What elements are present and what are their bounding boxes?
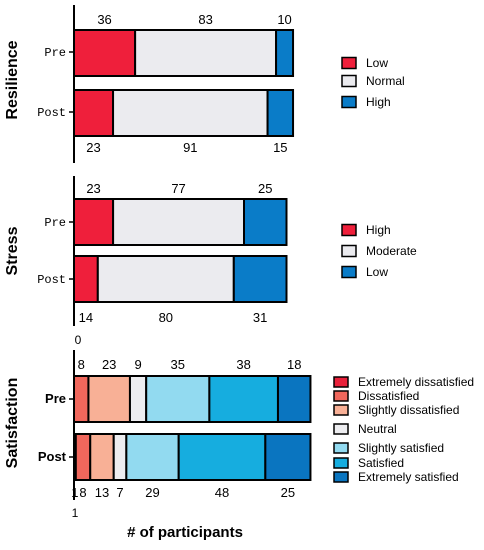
stress-post-value-low: 31 — [253, 310, 267, 325]
satisfaction-post-bar-dissatisfied — [74, 433, 92, 481]
satisfaction-pre-value-slightly-dissatisfied: 23 — [102, 357, 116, 372]
satisfaction-legend-swatch-dissatisfied — [333, 390, 349, 402]
resilience-post-bar-high — [266, 89, 295, 137]
satisfaction-legend-label-neutral: Neutral — [358, 422, 397, 436]
stress-pre-bar-low — [243, 198, 288, 246]
satisfaction-legend-label-slightly-dissatisfied: Slightly dissatisfied — [358, 403, 459, 417]
stress-axis-tick-label: 0 — [75, 333, 82, 347]
stress-legend-swatch-low — [341, 265, 357, 279]
stress-pre-bar-high — [73, 198, 115, 246]
satisfaction-post-bar-extremely-satisfied — [264, 433, 312, 481]
satisfaction-panel-title: Satisfaction — [4, 378, 21, 469]
stress-pre-bar-moderate — [112, 198, 245, 246]
stress-post-value-moderate: 80 — [159, 310, 173, 325]
resilience-pre-value-high: 10 — [277, 12, 291, 27]
resilience-pre-bar-low — [73, 29, 137, 77]
resilience-legend-swatch-low — [341, 56, 357, 70]
stress-panel-title: Stress — [4, 226, 21, 275]
stress-pre-value-low: 25 — [258, 181, 272, 196]
resilience-pre-value-normal: 83 — [198, 12, 212, 27]
resilience-legend-label-normal: Normal — [366, 74, 405, 88]
satisfaction-pre-value-dissatisfied: 8 — [78, 357, 85, 372]
satisfaction-pre-bar-slightly-satisfied — [145, 375, 211, 423]
satisfaction-post-value-extremely-satisfied: 25 — [281, 485, 295, 500]
satisfaction-post-value-extremely-dissatisfied: 1 — [71, 485, 78, 500]
resilience-pre-bar-high — [275, 29, 295, 77]
stress-pre-value-moderate: 77 — [171, 181, 185, 196]
stress-legend-swatch-high — [341, 223, 357, 237]
resilience-legend-label-high: High — [366, 95, 391, 109]
satisfaction-post-bar-satisfied — [177, 433, 267, 481]
resilience-legend-label-low: Low — [366, 56, 388, 70]
satisfaction-pre-value-slightly-satisfied: 35 — [171, 357, 185, 372]
satisfaction-legend-label-dissatisfied: Dissatisfied — [358, 389, 419, 403]
satisfaction-pre-bar-neutral — [128, 375, 148, 423]
satisfaction-post-value-satisfied: 48 — [215, 485, 229, 500]
stress-post-bar-high — [73, 255, 99, 303]
satisfaction-post-bar-slightly-satisfied — [125, 433, 180, 481]
satisfaction-legend-swatch-slightly-satisfied — [333, 442, 349, 454]
satisfaction-pre-bar-slightly-dissatisfied — [87, 375, 131, 423]
x-axis-label: # of participants — [127, 524, 243, 541]
satisfaction-post-value-slightly-satisfied: 29 — [145, 485, 159, 500]
satisfaction-post-value-slightly-dissatisfied: 13 — [95, 485, 109, 500]
satisfaction-legend-label-extremely-dissatisfied: Extremely dissatisfied — [358, 375, 474, 389]
stress-pre-value-high: 23 — [86, 181, 100, 196]
resilience-post-value-high: 15 — [273, 140, 287, 155]
resilience-category-pre: Pre — [44, 46, 66, 60]
satisfaction-post-bar-slightly-dissatisfied — [89, 433, 115, 481]
stress-post-bar-moderate — [96, 255, 235, 303]
resilience-post-bar-low — [73, 89, 115, 137]
stress-legend-label-low: Low — [366, 265, 388, 279]
resilience-post-value-normal: 91 — [183, 140, 197, 155]
stress-category-pre: Pre — [44, 216, 66, 230]
satisfaction-pre-bar-dissatisfied — [73, 375, 90, 423]
satisfaction-pre-value-satisfied: 38 — [236, 357, 250, 372]
stress-legend-swatch-moderate — [341, 244, 357, 258]
satisfaction-legend-label-slightly-satisfied: Slightly satisfied — [358, 441, 444, 455]
satisfaction-legend-label-satisfied: Satisfied — [358, 456, 404, 470]
satisfaction-post-bar-neutral — [112, 433, 128, 481]
resilience-legend-swatch-high — [341, 95, 357, 109]
stress-legend-label-high: High — [366, 223, 391, 237]
resilience-post-bar-normal — [112, 89, 269, 137]
satisfaction-legend-swatch-neutral — [333, 423, 349, 435]
satisfaction-post-value-neutral: 7 — [116, 485, 123, 500]
satisfaction-legend-swatch-satisfied — [333, 457, 349, 469]
resilience-legend-swatch-normal — [341, 74, 357, 88]
satisfaction-category-post: Post — [38, 449, 67, 464]
resilience-post-value-low: 23 — [86, 140, 100, 155]
stress-legend-label-moderate: Moderate — [366, 244, 417, 258]
satisfaction-category-pre: Pre — [45, 391, 66, 406]
satisfaction-legend-swatch-extremely-dissatisfied — [333, 376, 349, 388]
satisfaction-legend-swatch-slightly-dissatisfied — [333, 404, 349, 416]
resilience-pre-value-low: 36 — [97, 12, 111, 27]
resilience-pre-bar-normal — [134, 29, 278, 77]
satisfaction-pre-value-extremely-satisfied: 18 — [287, 357, 301, 372]
satisfaction-pre-bar-extremely-satisfied — [276, 375, 312, 423]
resilience-panel-title: Resilience — [4, 40, 21, 119]
satisfaction-post-value-dissatisfied: 8 — [79, 485, 86, 500]
satisfaction-legend-swatch-extremely-satisfied — [333, 471, 349, 483]
satisfaction-axis-tick-label: 1 — [72, 506, 79, 520]
stress-post-bar-low — [232, 255, 288, 303]
stress-post-value-high: 14 — [79, 310, 93, 325]
satisfaction-legend-label-extremely-satisfied: Extremely satisfied — [358, 470, 459, 484]
stress-category-post: Post — [37, 273, 66, 287]
satisfaction-pre-bar-satisfied — [208, 375, 279, 423]
satisfaction-pre-value-neutral: 9 — [134, 357, 141, 372]
resilience-category-post: Post — [37, 106, 66, 120]
